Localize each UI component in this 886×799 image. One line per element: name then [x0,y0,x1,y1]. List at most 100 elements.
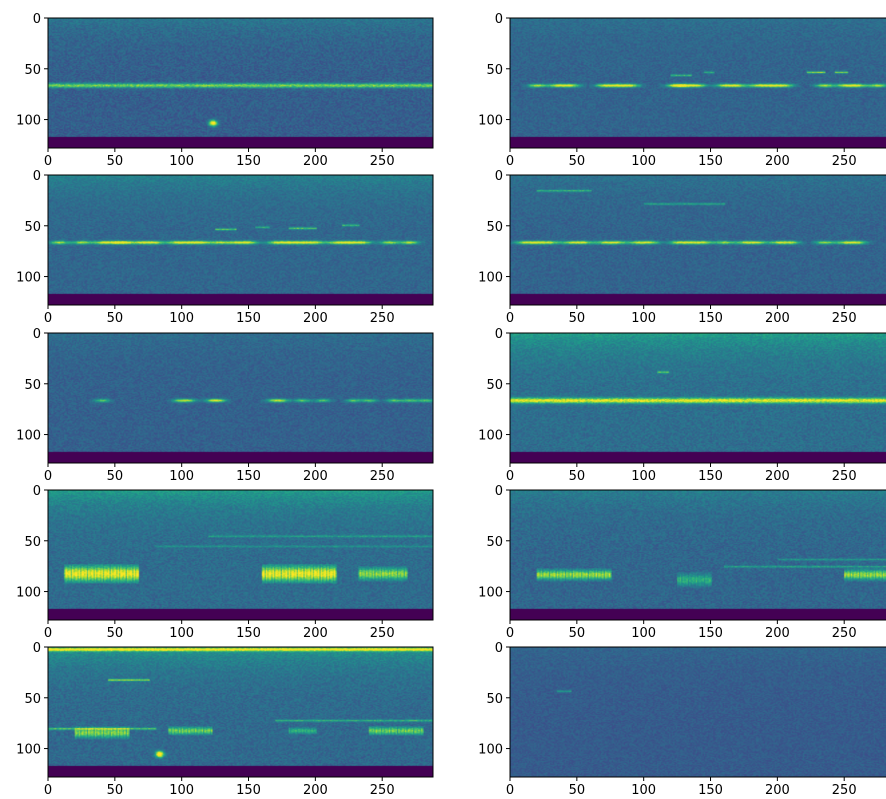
y-tick-label: 100 [478,114,503,129]
y-tick-label: 100 [16,586,41,601]
x-tick-label: 100 [631,783,656,798]
y-tick-label: 100 [478,429,503,444]
x-tick-label: 150 [698,783,723,798]
x-tick-label: 250 [832,311,857,326]
spectrogram-image [510,333,886,463]
spectrogram-image [48,490,433,620]
x-tick-label: 100 [169,469,194,484]
y-tick-label: 0 [33,484,41,499]
x-tick-label: 150 [698,469,723,484]
axes-frame [47,332,434,464]
x-tick-label: 100 [169,311,194,326]
y-tick-label: 0 [495,327,503,342]
spectrogram-image [48,18,433,148]
x-tick-label: 150 [236,783,261,798]
x-tick-label: 50 [107,311,124,326]
x-tick-label: 200 [303,311,328,326]
y-tick-label: 50 [486,535,503,550]
x-tick-label: 250 [832,783,857,798]
axes-frame [47,17,434,149]
y-tick-label: 0 [33,169,41,184]
axes-frame [509,17,886,149]
x-tick-label: 0 [44,469,52,484]
x-tick-label: 50 [107,626,124,641]
y-tick-label: 50 [486,692,503,707]
x-tick-label: 150 [236,469,261,484]
x-tick-label: 200 [303,626,328,641]
x-tick-label: 150 [236,626,261,641]
subplot-4: 0 50 100 150 200 250 0 50 100 [478,169,886,326]
subplot-9: 0 50 100 150 200 250 0 50 100 [16,641,434,798]
x-tick-label: 150 [698,311,723,326]
x-tick-label: 50 [569,154,586,169]
y-tick-label: 100 [478,743,503,758]
x-tick-label: 50 [569,469,586,484]
spectrogram-image [48,175,433,305]
y-tick-label: 50 [486,378,503,393]
x-tick-label: 0 [506,154,514,169]
y-tick-label: 50 [24,535,41,550]
y-tick-label: 100 [16,271,41,286]
x-tick-label: 250 [370,154,395,169]
spectrogram-image [510,175,886,305]
x-tick-label: 100 [169,154,194,169]
y-tick-label: 100 [478,586,503,601]
x-tick-label: 0 [44,311,52,326]
subplot-8: 0 50 100 150 200 250 0 50 100 [478,484,886,641]
x-tick-label: 250 [370,783,395,798]
y-tick-label: 50 [24,692,41,707]
subplot-2: 0 50 100 150 200 250 0 50 100 [478,12,886,169]
y-tick-label: 0 [33,641,41,656]
y-tick-label: 50 [24,63,41,78]
x-tick-label: 0 [44,154,52,169]
x-tick-label: 0 [506,783,514,798]
spectrogram-image [510,490,886,620]
y-tick-label: 50 [486,63,503,78]
spectrogram-image [510,647,886,777]
x-tick-label: 150 [698,626,723,641]
axes-frame [509,174,886,306]
y-tick-label: 100 [16,114,41,129]
x-tick-label: 200 [303,154,328,169]
x-tick-label: 150 [236,154,261,169]
x-tick-label: 0 [506,626,514,641]
y-tick-label: 100 [16,429,41,444]
y-tick-label: 0 [495,169,503,184]
spectrogram-image [48,333,433,463]
subplot-6: 0 50 100 150 200 250 0 50 100 [478,327,886,484]
x-tick-label: 200 [303,469,328,484]
x-tick-label: 200 [303,783,328,798]
y-tick-label: 50 [24,378,41,393]
x-tick-label: 250 [370,311,395,326]
axes-frame [509,332,886,464]
x-tick-label: 50 [569,783,586,798]
x-tick-label: 0 [506,469,514,484]
x-tick-label: 250 [832,626,857,641]
x-tick-label: 100 [631,311,656,326]
spectrogram-image [48,647,433,777]
x-tick-label: 100 [169,626,194,641]
subplot-3: 0 50 100 150 200 250 0 50 100 [16,169,434,326]
x-tick-label: 50 [107,469,124,484]
y-tick-label: 50 [24,220,41,235]
subplot-5: 0 50 100 150 200 250 0 50 100 [16,327,434,484]
x-tick-label: 100 [169,783,194,798]
x-tick-label: 0 [44,783,52,798]
x-tick-label: 200 [765,311,790,326]
y-tick-label: 0 [495,12,503,27]
x-tick-label: 0 [44,626,52,641]
x-tick-label: 50 [107,154,124,169]
x-tick-label: 50 [107,783,124,798]
x-tick-label: 150 [236,311,261,326]
x-tick-label: 100 [631,626,656,641]
x-tick-label: 200 [765,626,790,641]
y-tick-label: 0 [33,327,41,342]
axes-frame [47,646,434,778]
x-tick-label: 250 [832,154,857,169]
y-tick-label: 0 [495,484,503,499]
x-tick-label: 100 [631,469,656,484]
x-tick-label: 150 [698,154,723,169]
spectrogram-image [510,18,886,148]
axes-frame [47,489,434,621]
